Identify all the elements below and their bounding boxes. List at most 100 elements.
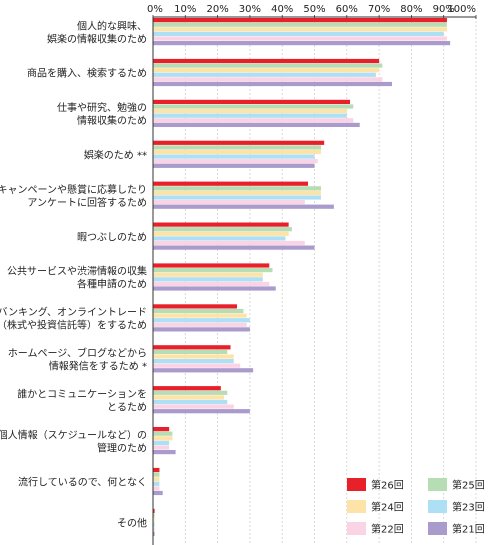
legend-label: 第26回	[371, 479, 404, 492]
legend-swatch	[428, 478, 447, 491]
category-label: その他	[117, 517, 147, 530]
bar	[153, 77, 383, 82]
x-tick-label: 60%	[336, 4, 358, 15]
category-label: 情報収集のため	[77, 114, 147, 127]
category-label: とるため	[107, 401, 147, 413]
bar	[153, 154, 315, 159]
bar	[153, 277, 263, 282]
bar	[153, 322, 247, 327]
category-labels: 個人的な興味、娯楽の情報収集のため商品を購入、検索するため仕事や研究、勉強の情報…	[0, 19, 147, 529]
bar	[153, 63, 383, 68]
legend-swatch	[428, 500, 447, 513]
x-axis-ticks: 0% 10% 20% 30% 40% 50% 60% 70% 80% 90%100%	[147, 4, 477, 19]
bar	[153, 409, 250, 414]
x-tick-label: 40%	[271, 4, 293, 15]
category-label: （株式や投資信託等）をするため	[0, 319, 147, 332]
legend-label: 第21回	[452, 523, 485, 536]
bar	[153, 481, 160, 486]
bar	[153, 231, 289, 236]
bar	[153, 431, 173, 436]
bar	[153, 313, 247, 318]
bar	[153, 236, 286, 241]
bar	[153, 22, 447, 27]
bar	[153, 513, 155, 518]
bar	[153, 159, 318, 164]
category-label: 娯楽のため **	[84, 149, 147, 162]
category-label: 情報発信をするため *	[49, 360, 147, 373]
bar	[153, 308, 244, 314]
bar	[153, 450, 176, 455]
category-label: 公共サービスや渋滞情報の収集	[7, 265, 147, 278]
bar	[153, 486, 160, 491]
x-tick-label: 50%	[303, 4, 325, 15]
legend-label: 第24回	[371, 501, 404, 514]
bar	[153, 263, 270, 268]
bar	[153, 359, 234, 364]
bar	[153, 281, 270, 286]
bar	[153, 186, 321, 191]
bar	[153, 490, 163, 496]
category-label: 各種申請のため	[77, 278, 147, 291]
bar	[153, 195, 321, 200]
bar	[153, 99, 351, 104]
bar	[153, 304, 237, 309]
x-tick-label: 100%	[447, 4, 476, 15]
bar	[153, 31, 444, 36]
bar	[153, 363, 241, 368]
bar	[153, 354, 234, 359]
bar	[153, 318, 250, 323]
bar	[153, 527, 155, 532]
bar	[153, 399, 228, 405]
bar	[153, 345, 231, 350]
bars	[153, 18, 451, 536]
bar	[153, 395, 225, 400]
legend-label: 第25回	[452, 479, 485, 492]
bar	[153, 163, 315, 168]
bar	[153, 386, 221, 391]
bar	[153, 440, 170, 445]
bar	[153, 140, 325, 145]
bar	[153, 190, 321, 195]
bar	[153, 445, 170, 450]
bar	[153, 404, 234, 409]
bar	[153, 41, 451, 46]
x-tick-label: 90%	[433, 4, 455, 15]
bar	[153, 104, 354, 109]
category-label: 娯楽の情報収集のため	[47, 32, 147, 45]
bar	[153, 36, 447, 41]
bar	[153, 149, 321, 155]
category-label: 個人情報（スケジュールなど）の	[0, 428, 147, 441]
x-tick-label: 80%	[400, 4, 422, 15]
legend-swatch	[347, 500, 366, 513]
category-label: 管理のため	[97, 441, 147, 454]
legend-swatch	[347, 522, 366, 535]
bar	[153, 200, 305, 205]
bar	[153, 477, 160, 482]
bar	[153, 349, 228, 354]
category-label: 誰かとコミュニケーションを	[17, 387, 147, 400]
category-label: 暇つぶしのため	[77, 231, 147, 243]
bar	[153, 222, 289, 227]
category-label: キャンペーンや懸賞に応募したり	[0, 183, 147, 196]
bar	[153, 286, 276, 291]
x-tick-label: 30%	[239, 4, 261, 15]
bar	[153, 240, 305, 246]
bar	[153, 272, 263, 277]
bar	[153, 81, 393, 87]
bar	[153, 204, 334, 209]
category-label: ホームページ、ブログなどから	[8, 347, 147, 360]
bar	[153, 58, 380, 64]
category-label: 個人的な興味、	[77, 19, 147, 32]
bar	[153, 368, 254, 373]
category-label: 仕事や研究、勉強の	[57, 101, 147, 114]
bar	[153, 508, 155, 513]
legend-label: 第23回	[452, 501, 485, 514]
bar	[153, 327, 250, 332]
legend-swatch	[428, 522, 447, 535]
bar	[153, 181, 309, 186]
bar	[153, 436, 173, 441]
category-label: 商品を購入、検索するため	[27, 67, 147, 80]
bar	[153, 518, 155, 523]
bar	[153, 113, 347, 118]
